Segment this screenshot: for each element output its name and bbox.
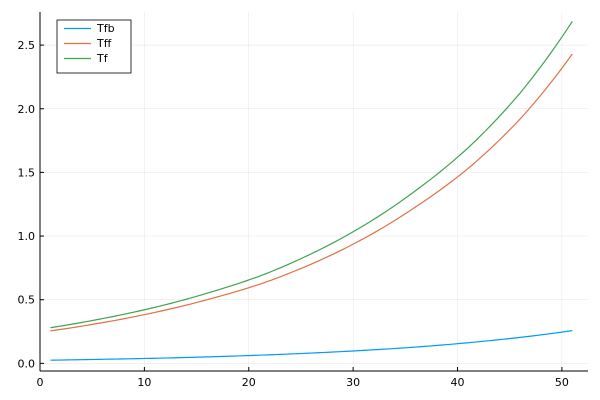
y-tick-label: 2.5 bbox=[18, 39, 36, 52]
y-tick-label: 1.5 bbox=[18, 166, 36, 179]
ticks: 0 10 20 30 40 50 0.0 0.5 1.0 1.5 2.0 2.5 bbox=[18, 39, 569, 389]
x-tick-label: 40 bbox=[451, 376, 465, 389]
x-tick-label: 0 bbox=[37, 376, 44, 389]
series-line-tfb bbox=[50, 330, 573, 361]
axes bbox=[39, 12, 588, 372]
legend-label: Tff bbox=[96, 37, 112, 50]
x-tick-label: 30 bbox=[346, 376, 360, 389]
y-tick-label: 0.0 bbox=[18, 357, 36, 370]
y-tick-label: 2.0 bbox=[18, 103, 36, 116]
x-tick-label: 50 bbox=[555, 376, 569, 389]
series-lines bbox=[50, 20, 573, 361]
legend-label: Tf bbox=[96, 52, 109, 65]
x-tick-label: 20 bbox=[242, 376, 256, 389]
series-line-tf bbox=[50, 20, 573, 329]
series-line-tff bbox=[50, 53, 573, 332]
y-tick-label: 0.5 bbox=[18, 294, 36, 307]
x-tick-label: 10 bbox=[137, 376, 151, 389]
legend: Tfb Tff Tf bbox=[56, 19, 132, 74]
legend-label: Tfb bbox=[96, 22, 115, 35]
y-tick-label: 1.0 bbox=[18, 230, 36, 243]
